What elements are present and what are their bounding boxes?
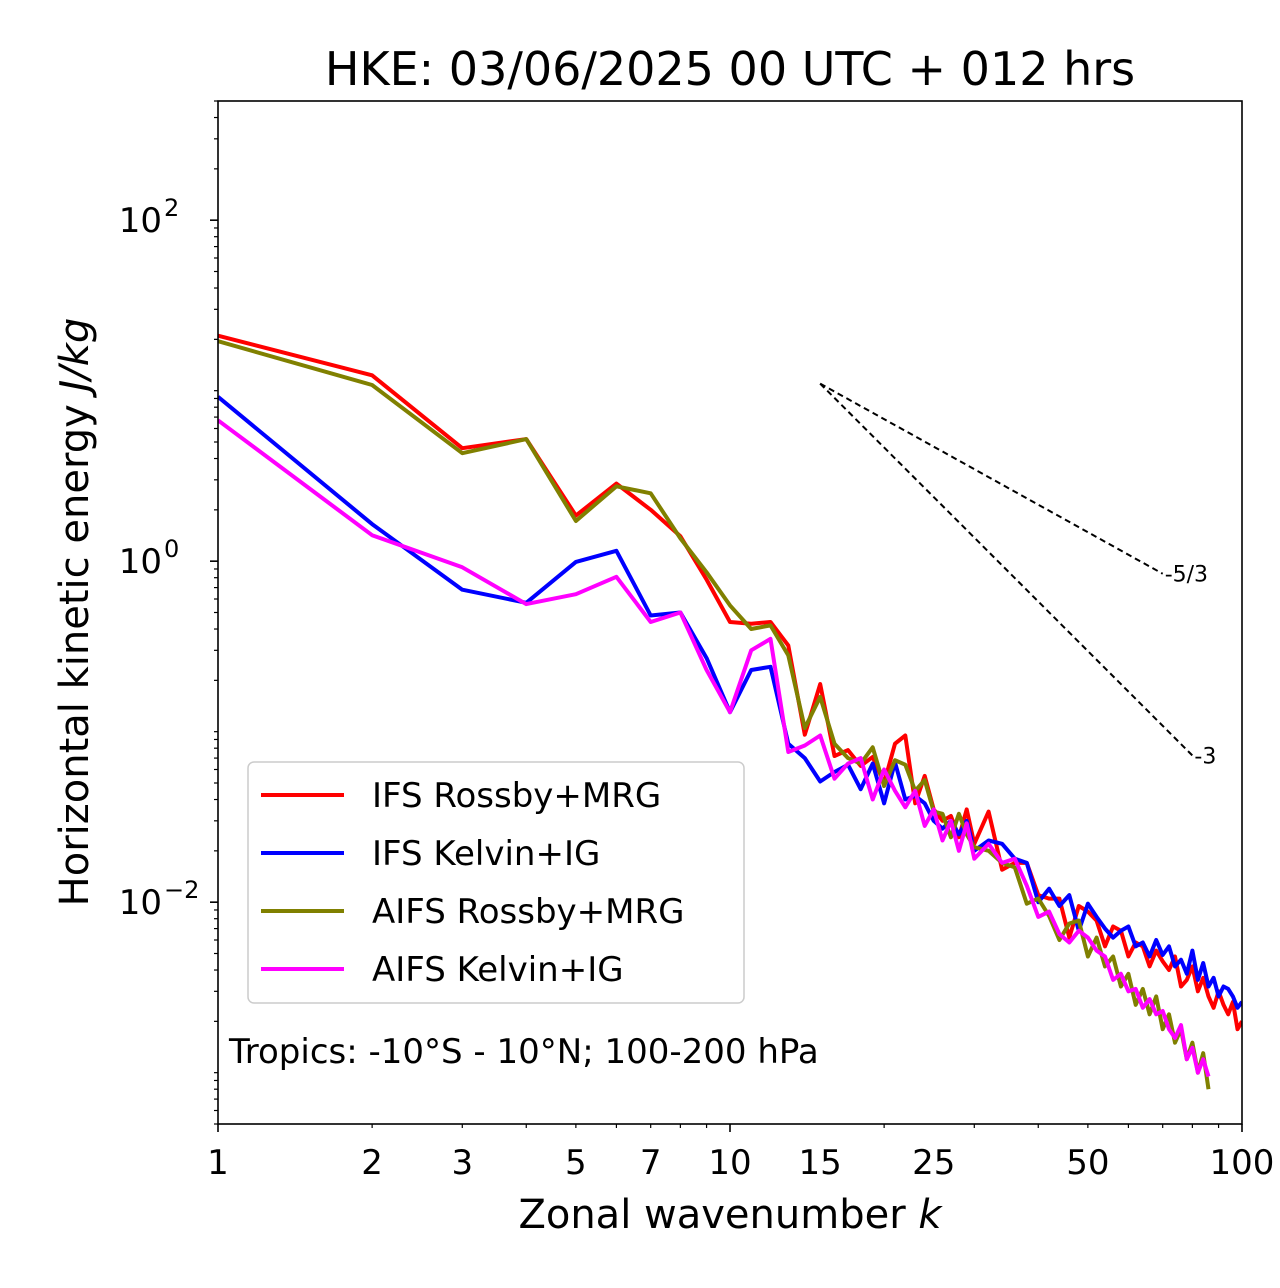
y-tick-label-exponent: 0 [164, 535, 179, 563]
y-tick-label-exponent: −2 [164, 876, 199, 904]
legend-label-2: IFS Kelvin+IG [372, 834, 600, 874]
x-tick-label: 50 [1066, 1143, 1109, 1183]
x-tick-label: 7 [640, 1143, 662, 1183]
chart-title: HKE: 03/06/2025 00 UTC + 012 hrs [325, 42, 1135, 96]
y-tick-label: 10 [119, 201, 162, 241]
reference-line-label-2: -3 [1194, 744, 1216, 769]
y-tick-label-exponent: 2 [164, 194, 179, 222]
x-tick-label: 1 [207, 1143, 229, 1183]
y-tick-label: 10 [119, 542, 162, 582]
x-tick-label: 3 [451, 1143, 473, 1183]
x-tick-label: 10 [708, 1143, 751, 1183]
legend-box [247, 761, 745, 1004]
x-axis-label: Zonal wavenumber k [518, 1192, 943, 1238]
legend-label-3: AIFS Rossby+MRG [372, 892, 684, 932]
y-tick-label: 10 [119, 883, 162, 923]
y-axis-label: Horizontal kinetic energy J/kg [52, 318, 98, 907]
x-tick-label: 2 [361, 1143, 383, 1183]
x-tick-label: 15 [799, 1143, 842, 1183]
x-tick-label: 5 [565, 1143, 587, 1183]
reference-line-1 [819, 382, 1164, 575]
series-layer [218, 333, 1242, 1090]
reference-lines: -5/3 -3 [819, 382, 1216, 769]
region-annotation: Tropics: -10°S - 10°N; 100-200 hPa [228, 1032, 819, 1072]
reference-line-label-1: -5/3 [1165, 563, 1208, 588]
series-line-4 [218, 418, 1211, 1078]
legend: IFS Rossby+MRG IFS Kelvin+IG AIFS Rossby+M… [247, 761, 745, 1004]
reference-line-2 [819, 382, 1194, 757]
x-tick-label: 25 [912, 1143, 955, 1183]
legend-label-4: AIFS Kelvin+IG [372, 950, 624, 990]
x-tick-label: 100 [1210, 1143, 1275, 1183]
legend-label-1: IFS Rossby+MRG [372, 776, 661, 816]
